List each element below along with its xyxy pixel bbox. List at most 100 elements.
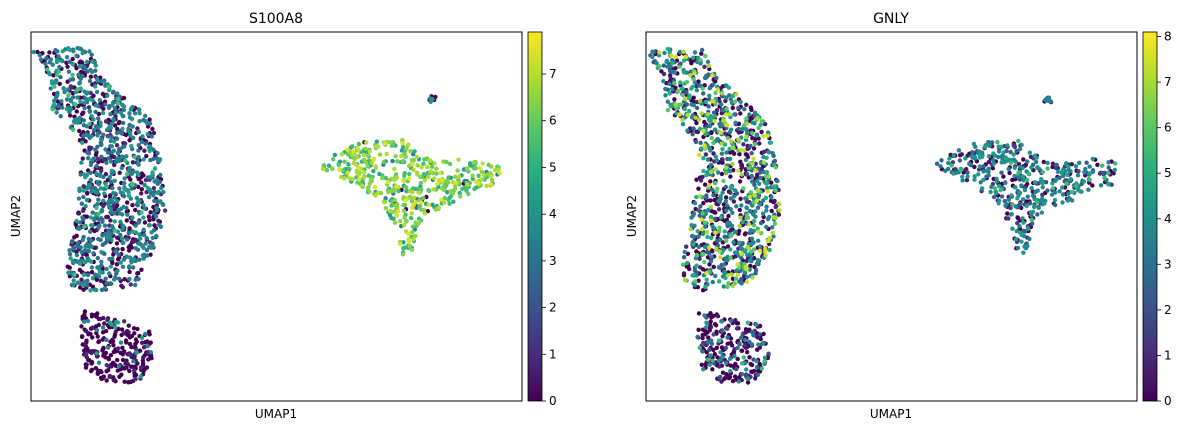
scatter-point (139, 171, 145, 176)
scatter-point (740, 332, 745, 337)
scatter-point (96, 182, 102, 187)
scatter-point (57, 81, 62, 87)
scatter-point (977, 153, 982, 158)
scatter-point (100, 337, 106, 342)
scatter-point (365, 186, 370, 191)
scatter-point (650, 49, 655, 54)
scatter-point (131, 265, 136, 270)
scatter-point (764, 155, 769, 160)
scatter-point (702, 244, 708, 250)
scatter-point (1030, 221, 1035, 226)
scatter-point (694, 252, 700, 258)
scatter-point (724, 208, 729, 213)
scatter-point (700, 211, 705, 216)
scatter-point (126, 126, 131, 131)
scatter-point (711, 99, 716, 104)
scatter-point (85, 150, 90, 155)
scatter-point (129, 260, 134, 265)
scatter-point (78, 220, 83, 225)
scatter-point (733, 92, 739, 97)
scatter-point (393, 154, 398, 159)
scatter-point (355, 146, 360, 151)
scatter-point (78, 245, 84, 250)
scatter-point (44, 67, 50, 72)
scatter-point (155, 151, 160, 156)
scatter-point (109, 281, 114, 286)
scatter-point (99, 250, 104, 255)
scatter-point (771, 234, 776, 239)
scatter-point (1087, 164, 1092, 169)
scatter-point (347, 166, 352, 172)
scatter-point (104, 266, 109, 272)
scatter-point (60, 49, 65, 54)
scatter-point (981, 169, 986, 174)
scatter-point (1029, 185, 1034, 191)
scatter-point (721, 118, 726, 123)
scatter-point (86, 182, 92, 187)
scatter-point (1087, 177, 1092, 182)
scatter-point (139, 335, 145, 341)
scatter-point (122, 379, 127, 384)
scatter-point (125, 200, 130, 205)
scatter-point (690, 84, 695, 90)
scatter-point (685, 251, 691, 256)
scatter-point (727, 356, 733, 361)
scatter-point (1022, 229, 1028, 234)
scatter-point (70, 72, 75, 78)
scatter-point (713, 90, 718, 96)
scatter-point (700, 349, 705, 354)
scatter-point (376, 190, 381, 195)
scatter-point (112, 219, 118, 224)
scatter-point (747, 339, 752, 345)
scatter-point (697, 194, 703, 199)
scatter-point (70, 259, 76, 264)
scatter-point (401, 246, 406, 251)
scatter-point (730, 105, 735, 111)
scatter-point (934, 161, 940, 166)
scatter-point (752, 223, 757, 228)
scatter-point (758, 175, 763, 181)
scatter-point (725, 258, 730, 263)
scatter-point (739, 361, 745, 366)
scatter-point (121, 107, 127, 113)
scatter-point (139, 340, 145, 345)
scatter-point (1077, 160, 1082, 165)
scatter-point (122, 319, 127, 324)
scatter-point (356, 172, 361, 177)
scatter-point (1035, 212, 1040, 217)
scatter-point (693, 279, 698, 284)
scatter-point (101, 132, 106, 137)
scatter-point (1075, 173, 1081, 178)
scatter-point (77, 128, 82, 134)
scatter-point (79, 277, 84, 282)
scatter-point (710, 367, 715, 372)
scatter-point (764, 204, 769, 209)
scatter-point (93, 124, 99, 129)
scatter-point (1050, 164, 1055, 170)
scatter-point (719, 319, 725, 324)
scatter-point (703, 131, 708, 137)
scatter-point (154, 233, 159, 239)
scatter-point (1011, 152, 1016, 157)
scatter-point (750, 120, 755, 125)
scatter-point (976, 172, 981, 177)
scatter-point (1013, 237, 1019, 242)
scatter-point (53, 80, 58, 85)
scatter-point (998, 188, 1003, 193)
scatter-point (95, 156, 101, 161)
scatter-point (431, 187, 436, 192)
scatter-point (1011, 143, 1016, 148)
scatter-point (669, 53, 674, 58)
scatter-point (337, 167, 342, 172)
scatter-point (711, 332, 716, 337)
scatter-point (121, 120, 126, 126)
scatter-point (720, 354, 725, 359)
scatter-point (1086, 187, 1091, 192)
scatter-point (401, 222, 407, 228)
scatter-point (149, 230, 154, 235)
scatter-point (741, 142, 746, 147)
scatter-point (981, 177, 986, 183)
scatter-point (759, 119, 764, 124)
scatter-point (1066, 191, 1071, 196)
scatter-point (99, 168, 104, 173)
